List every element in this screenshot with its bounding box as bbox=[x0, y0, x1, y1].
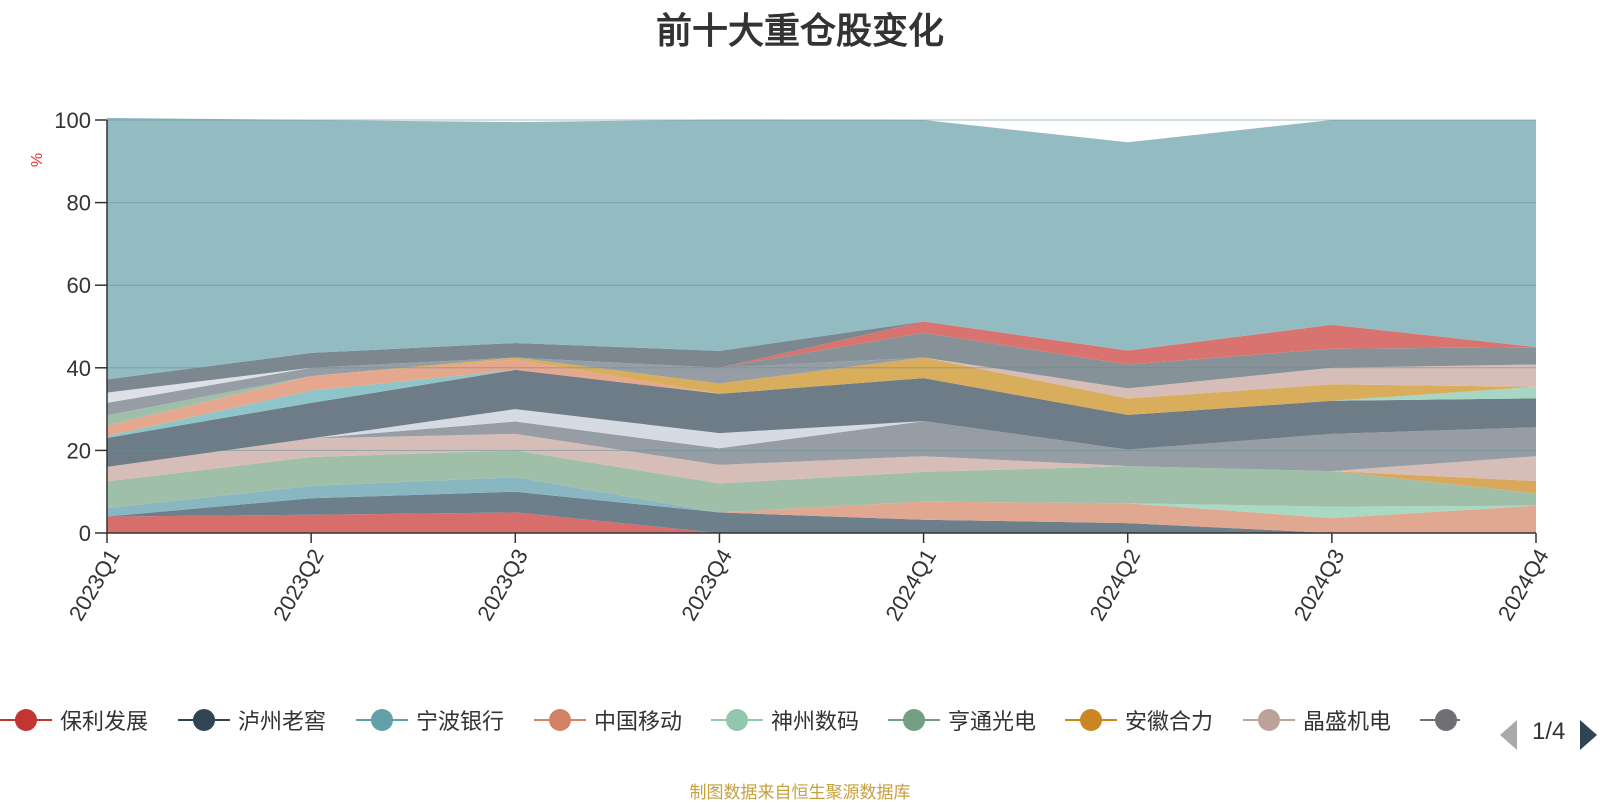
area-series-17 bbox=[107, 357, 1536, 416]
legend-symbol-icon bbox=[534, 700, 586, 740]
area-series-4 bbox=[107, 477, 1536, 519]
area-series-0 bbox=[107, 512, 1536, 533]
grid-lines bbox=[107, 119, 1536, 451]
area-series-21 bbox=[107, 321, 1536, 393]
x-tick-label: 2023Q2 bbox=[268, 545, 329, 625]
area-series-8 bbox=[107, 421, 1536, 472]
legend-item[interactable]: 亨通光电 bbox=[888, 700, 1036, 740]
legend-page-text: 1/4 bbox=[1532, 718, 1566, 745]
legend-symbol-icon bbox=[888, 700, 940, 740]
area-series-10 bbox=[107, 369, 1536, 467]
legend-label: 神州数码 bbox=[771, 709, 860, 734]
legend-symbol-icon bbox=[1420, 700, 1460, 740]
chart-area: 0 20 40 60 80 100 2023Q1 2023Q2 2023Q3 2023Q4 2024… bbox=[29, 108, 1554, 625]
area-series-22 bbox=[107, 117, 1536, 380]
legend-symbol-icon bbox=[1065, 700, 1117, 740]
legend-prev-icon[interactable] bbox=[1500, 720, 1517, 750]
x-tick-label: 2024Q2 bbox=[1085, 545, 1146, 625]
x-tick-label: 2023Q4 bbox=[676, 545, 737, 625]
legend-label: 保利发展 bbox=[60, 709, 149, 734]
legend: 保利发展 泸州老窖 宁波银行 中国移动 神州数码 亨通光电 安徽合力 晶盛机电 bbox=[0, 700, 1600, 740]
x-tick-label: 2023Q1 bbox=[64, 545, 125, 625]
x-tick-label: 2024Q1 bbox=[880, 545, 941, 625]
y-tick-label: 20 bbox=[67, 438, 91, 463]
area-series-1 bbox=[107, 491, 1536, 533]
legend-item[interactable]: 泸州老窖 bbox=[178, 700, 326, 740]
legend-symbol-icon bbox=[711, 700, 763, 740]
y-tick-label: 40 bbox=[67, 356, 91, 381]
area-series-16 bbox=[107, 357, 1536, 416]
legend-item[interactable]: 中国移动 bbox=[534, 700, 682, 740]
area-series-3 bbox=[107, 477, 1536, 533]
chart-title: 前十大重仓股变化 bbox=[655, 10, 944, 51]
legend-item[interactable] bbox=[1420, 700, 1460, 740]
area-series-2 bbox=[107, 477, 1536, 533]
legend-label: 宁波银行 bbox=[416, 709, 505, 734]
x-tick-label: 2023Q3 bbox=[472, 545, 533, 625]
legend-label: 亨通光电 bbox=[948, 709, 1037, 734]
y-axis-label: % bbox=[29, 153, 46, 167]
area-series-14 bbox=[107, 357, 1536, 426]
y-tick-label: 0 bbox=[79, 521, 91, 546]
legend-label: 泸州老窖 bbox=[238, 709, 327, 734]
y-tick-label: 80 bbox=[67, 191, 91, 216]
legend-label: 中国移动 bbox=[594, 709, 683, 734]
legend-label: 晶盛机电 bbox=[1303, 709, 1392, 734]
source-note: 制图数据来自恒生聚源数据库 bbox=[689, 783, 911, 802]
stacked-areas bbox=[107, 117, 1536, 533]
legend-next-icon[interactable] bbox=[1580, 720, 1597, 750]
y-tick-label: 100 bbox=[54, 108, 91, 133]
legend-symbol-icon bbox=[356, 700, 408, 740]
legend-pager: 1/4 bbox=[1496, 716, 1600, 756]
legend-item[interactable]: 宁波银行 bbox=[356, 700, 504, 740]
legend-item[interactable]: 晶盛机电 bbox=[1243, 700, 1391, 740]
legend-item-clipped bbox=[1420, 700, 1460, 740]
legend-item[interactable]: 神州数码 bbox=[711, 700, 859, 740]
x-tick-label: 2024Q3 bbox=[1289, 545, 1350, 625]
x-tick-label: 2024Q4 bbox=[1493, 545, 1554, 625]
legend-item[interactable]: 保利发展 bbox=[0, 700, 148, 740]
legend-label: 安徽合力 bbox=[1125, 709, 1214, 734]
legend-symbol-icon bbox=[178, 700, 230, 740]
legend-symbol-icon bbox=[0, 700, 52, 740]
legend-item[interactable]: 安徽合力 bbox=[1065, 700, 1213, 740]
legend-symbol-icon bbox=[1243, 700, 1295, 740]
area-series-9 bbox=[107, 409, 1536, 467]
area-series-7 bbox=[107, 433, 1536, 484]
area-series-5 bbox=[107, 450, 1536, 513]
y-tick-label: 60 bbox=[67, 273, 91, 298]
